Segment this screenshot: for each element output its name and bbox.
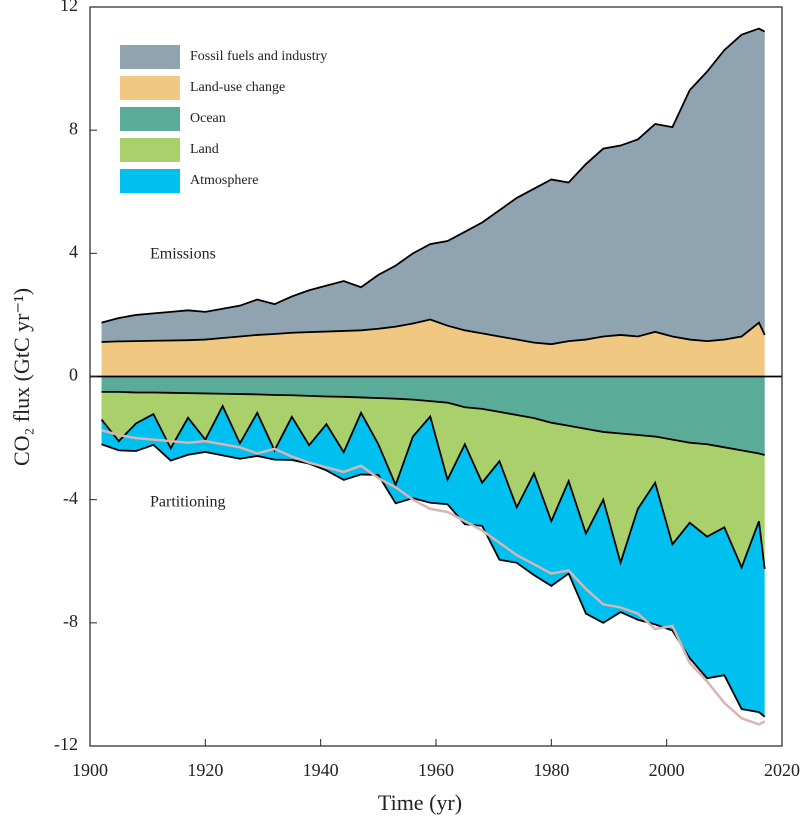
x-axis-label: Time (yr)	[378, 790, 462, 815]
legend-swatch	[120, 107, 180, 131]
y-tick-label: -12	[54, 734, 78, 754]
area-edge	[101, 318, 766, 346]
y-tick-label: 4	[69, 241, 78, 261]
legend-label: Ocean	[190, 111, 226, 126]
area	[101, 391, 765, 569]
area	[101, 28, 765, 345]
y-axis-label: CO₂ flux (GtC yr⁻¹)	[9, 288, 34, 466]
y-tick-label: 8	[69, 118, 78, 138]
annotation: Partitioning	[150, 494, 226, 511]
area	[101, 319, 765, 377]
area	[101, 406, 765, 717]
legend-label: Land	[190, 142, 219, 157]
legend-label: Atmosphere	[190, 173, 258, 188]
x-tick-label: 1980	[533, 760, 569, 780]
y-tick-label: -4	[63, 488, 78, 508]
legend-swatch	[120, 138, 180, 162]
area-edge	[101, 390, 765, 456]
area-edge	[100, 404, 766, 570]
x-tick-label: 2000	[649, 760, 685, 780]
area-edge	[101, 27, 766, 324]
y-tick-label: 0	[69, 365, 78, 385]
legend-label: Fossil fuels and industry	[190, 49, 327, 64]
x-tick-label: 1920	[187, 760, 223, 780]
legend-swatch	[120, 169, 180, 193]
x-tick-label: 1940	[303, 760, 339, 780]
legend-swatch	[120, 45, 180, 69]
legend-label: Land-use change	[190, 80, 285, 95]
x-tick-label: 1900	[72, 760, 108, 780]
legend-swatch	[120, 76, 180, 100]
y-tick-label: -8	[63, 611, 78, 631]
area	[101, 376, 765, 456]
y-tick-label: 12	[60, 0, 78, 15]
line	[101, 429, 766, 726]
x-tick-label: 2020	[764, 760, 800, 780]
annotation: Emissions	[150, 246, 216, 263]
x-tick-label: 1960	[418, 760, 454, 780]
